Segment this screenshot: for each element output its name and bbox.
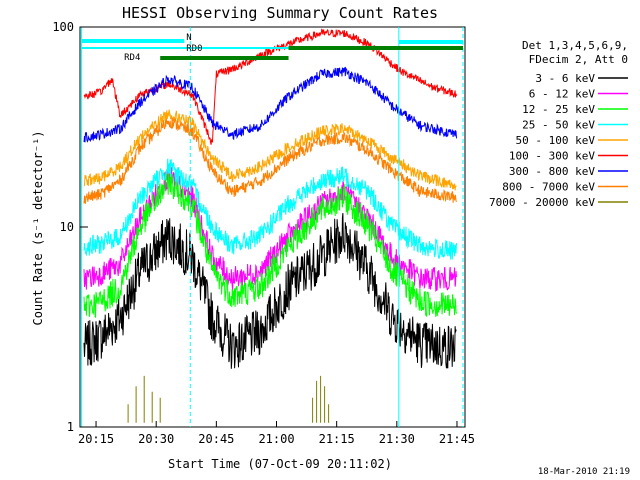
series-line-8 — [83, 117, 457, 205]
x-tick-label-4: 21:00 — [258, 432, 294, 446]
status-label-rd0: RD0 — [186, 44, 202, 54]
y-axis-ticks: 1 10 100 — [52, 20, 88, 434]
legend-label-9: 7000 - 20000 keV — [489, 196, 595, 209]
legend-label-2: 6 - 12 keV — [529, 88, 596, 101]
y-tick-label-3: 100 — [52, 20, 74, 34]
series-layer — [83, 28, 457, 423]
y-tick-label-2: 10 — [60, 220, 74, 234]
legend-label-1: 3 - 6 keV — [535, 72, 595, 85]
chart-title: HESSI Observing Summary Count Rates — [122, 4, 438, 22]
timestamp-label: 18-Mar-2010 21:19 — [538, 467, 630, 477]
legend: Det 1,3,4,5,6,9, FDecim 2, Att 0 3 - 6 k… — [489, 39, 628, 209]
x-axis-ticks: 20:15 20:30 20:45 21:00 21:15 21:30 21:45 — [78, 421, 475, 446]
legend-label-3: 12 - 25 keV — [522, 103, 595, 116]
x-tick-label-2: 20:30 — [138, 432, 174, 446]
series-line-4 — [83, 158, 457, 260]
x-tick-label-1: 20:15 — [78, 432, 114, 446]
x-tick-label-3: 20:45 — [198, 432, 234, 446]
legend-label-5: 50 - 100 keV — [516, 134, 596, 147]
series-line-6 — [83, 28, 457, 145]
series-line-9 — [127, 375, 330, 423]
legend-label-6: 100 - 300 keV — [509, 150, 595, 163]
x-tick-label-7: 21:45 — [439, 432, 475, 446]
series-line-5 — [83, 109, 457, 191]
legend-header-line1: Det 1,3,4,5,6,9, — [522, 39, 628, 52]
status-label-rd4: RD4 — [124, 53, 140, 63]
x-axis-label: Start Time (07-Oct-09 20:11:02) — [168, 457, 392, 471]
legend-label-7: 300 - 800 keV — [509, 165, 595, 178]
legend-label-4: 25 - 50 keV — [522, 119, 595, 132]
y-tick-label-1: 1 — [67, 420, 74, 434]
x-tick-label-5: 21:15 — [319, 432, 355, 446]
series-line-7 — [83, 66, 457, 143]
series-line-3 — [83, 169, 457, 319]
legend-label-8: 800 - 7000 keV — [502, 181, 595, 194]
series-line-1 — [83, 213, 457, 369]
y-axis-label: Count Rate (s⁻¹ detector⁻¹) — [31, 130, 45, 325]
legend-header-line2: FDecim 2, Att 0 — [529, 53, 628, 66]
status-label-n: N — [186, 33, 191, 43]
x-tick-label-6: 21:30 — [379, 432, 415, 446]
